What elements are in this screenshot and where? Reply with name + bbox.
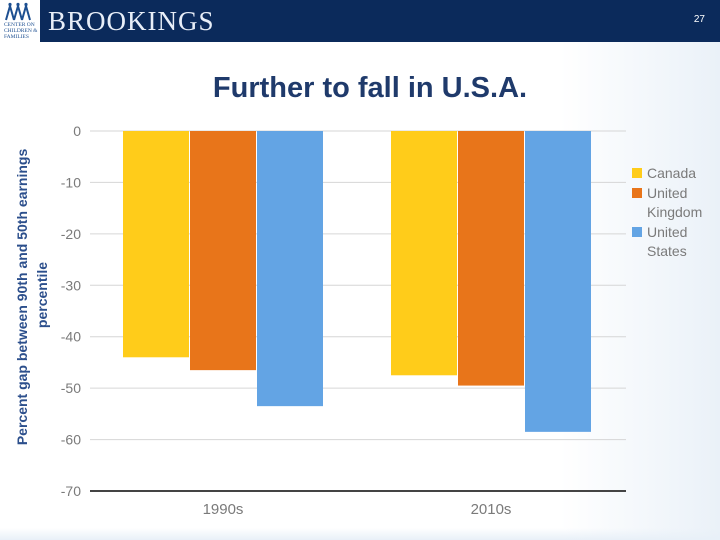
logo: CENTER ON CHILDREN & FAMILIES bbox=[0, 0, 40, 42]
bar-united-kingdom-1990s bbox=[190, 131, 256, 371]
bar-united-states-2010s bbox=[525, 131, 591, 432]
y-axis-label-line2: percentile bbox=[34, 262, 50, 328]
legend-label-uk-line1: United bbox=[647, 185, 688, 201]
family-logo-icon bbox=[5, 2, 31, 21]
category-label: 2010s bbox=[471, 501, 512, 518]
legend-item-canada: Canada bbox=[632, 164, 720, 183]
logo-text: CENTER ON CHILDREN & FAMILIES bbox=[4, 22, 38, 40]
legend-item-united-states: United States bbox=[632, 223, 720, 261]
y-tick-label: -40 bbox=[61, 329, 81, 345]
legend-label-uk-line2: Kingdom bbox=[647, 204, 703, 220]
y-axis-label-line1: Percent gap between 90th and 50th earnin… bbox=[14, 149, 30, 446]
legend: Canada United Kingdom United States bbox=[632, 164, 720, 262]
legend-label-canada-line1: Canada bbox=[647, 165, 697, 181]
y-tick-label: -70 bbox=[61, 483, 81, 499]
y-tick-labels: 0 -10 -20 -30 -40 -50 -60 -70 bbox=[61, 123, 81, 499]
bar-united-kingdom-2010s bbox=[458, 131, 524, 386]
brand-name: BROOKINGS bbox=[48, 6, 215, 36]
legend-item-united-kingdom: United Kingdom bbox=[632, 184, 720, 222]
y-tick-label: -60 bbox=[61, 432, 81, 448]
y-tick-label: -10 bbox=[61, 174, 81, 190]
y-axis-label: Percent gap between 90th and 50th earnin… bbox=[14, 145, 50, 445]
header-bar: CENTER ON CHILDREN & FAMILIES BROOKINGS … bbox=[0, 0, 720, 42]
page-number: 27 bbox=[693, 14, 705, 25]
slide-title: Further to fall in U.S.A. bbox=[212, 72, 528, 104]
legend-swatch-canada bbox=[632, 168, 642, 178]
y-tick-label: 0 bbox=[73, 123, 81, 139]
legend-swatch-united-kingdom bbox=[632, 188, 642, 198]
bar-canada-1990s bbox=[123, 131, 189, 358]
bars bbox=[123, 131, 591, 432]
category-label: 1990s bbox=[203, 501, 244, 518]
y-tick-label: -30 bbox=[61, 277, 81, 293]
legend-label-us-line1: United bbox=[647, 224, 688, 240]
legend-swatch-united-states bbox=[632, 227, 642, 237]
y-tick-label: -50 bbox=[61, 380, 81, 396]
background-gradient-bottom bbox=[0, 528, 720, 540]
bar-canada-2010s bbox=[391, 131, 457, 376]
y-tick-label: -20 bbox=[61, 226, 81, 242]
legend-label-us-line2: States bbox=[647, 243, 687, 259]
category-labels: 1990s 2010s bbox=[203, 501, 512, 518]
bar-united-states-1990s bbox=[257, 131, 323, 407]
